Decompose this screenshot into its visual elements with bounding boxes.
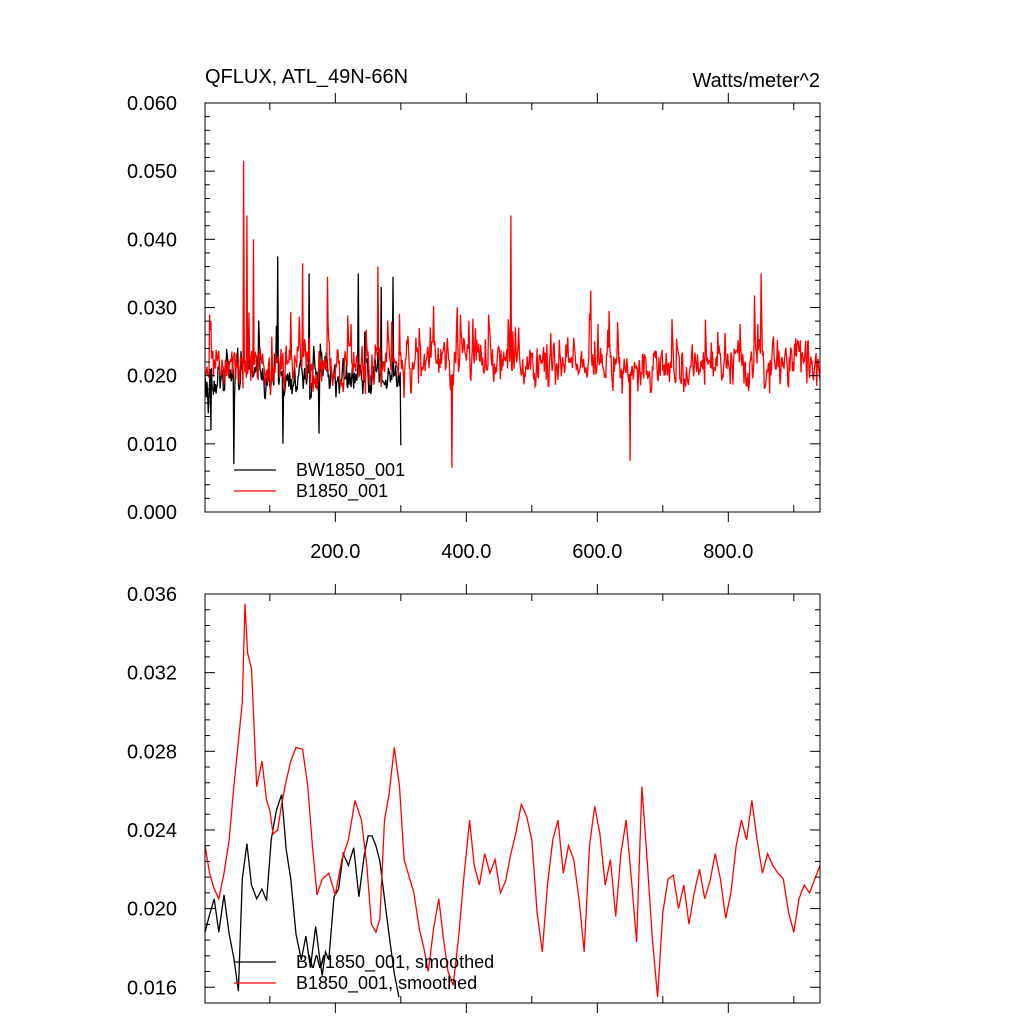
y-tick-label: 0.036 (127, 584, 177, 606)
bottom-panel-series (205, 603, 820, 998)
top-panel-legend: BW1850_001 B1850_001 (234, 460, 405, 502)
legend-label-b1850-smoothed: B1850_001, smoothed (296, 973, 477, 994)
x-tick-label: 400.0 (441, 541, 491, 563)
series-line-b1850-smoothed (205, 603, 820, 998)
top-panel-title: QFLUX, ATL_49N-66N (205, 66, 408, 88)
y-tick-label: 0.020 (127, 366, 177, 388)
y-tick-label: 0.024 (127, 820, 177, 842)
legend-label-b1850: B1850_001 (296, 481, 388, 502)
bottom-panel-ticks: 0.016 0.020 0.024 0.028 0.032 0.036 (127, 584, 820, 1013)
top-panel-units: Watts/meter^2 (692, 70, 820, 92)
series-line-b1850 (205, 160, 820, 468)
y-tick-label: 0.050 (127, 161, 177, 183)
x-tick-label: 800.0 (703, 541, 753, 563)
y-tick-label: 0.010 (127, 434, 177, 456)
y-tick-label: 0.040 (127, 229, 177, 251)
series-line-bw1850-smoothed (205, 794, 400, 998)
top-panel-ticks: 0.000 0.010 0.020 0.030 0.040 0.050 0.060 200.0… (127, 93, 820, 563)
y-tick-label: 0.016 (127, 977, 177, 999)
y-tick-label: 0.032 (127, 663, 177, 685)
y-tick-label: 0.030 (127, 298, 177, 320)
y-tick-label: 0.060 (127, 93, 177, 115)
y-tick-label: 0.020 (127, 899, 177, 921)
top-panel: QFLUX, ATL_49N-66N Watts/meter^2 0.0000.… (127, 66, 821, 563)
bottom-panel: 0.016 0.020 0.024 0.028 0.032 0.036 BW1850_00… (127, 584, 821, 1013)
legend-label-bw1850-smoothed: BW1850_001, smoothed (296, 952, 494, 973)
bottom-panel-legend: BW1850_001, smoothed B1850_001, smoothed (234, 952, 494, 994)
top-panel-frame (204, 102, 821, 513)
y-tick-label: 0.028 (127, 741, 177, 763)
top-panel-series (205, 160, 820, 468)
legend-label-bw1850: BW1850_001 (296, 460, 405, 481)
x-tick-label: 200.0 (310, 541, 360, 563)
x-tick-label: 600.0 (572, 541, 622, 563)
y-tick-label: 0.000 (127, 502, 177, 524)
bottom-panel-frame (204, 593, 821, 1004)
series-line-bw1850 (205, 256, 402, 465)
